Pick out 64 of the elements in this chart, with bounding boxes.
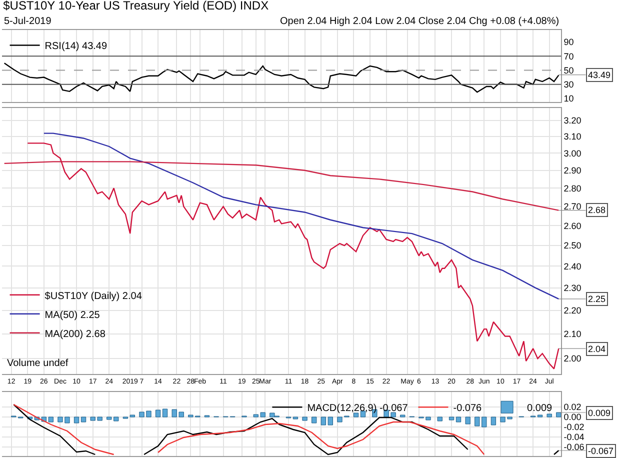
bar (320, 416, 326, 426)
bar (465, 416, 470, 424)
bar (546, 414, 552, 418)
bar (328, 416, 333, 426)
text: Open 2.04 High 2.04 Low 2.04 Close 2.04 Chg +0.08 (+4.08%) (280, 16, 560, 27)
legend-label: $UST10Y (Daily) 2.04 (44, 290, 142, 302)
chart-title: $UST10Y 10-Year US Treasury Yield (EOD) INDX (3, 0, 269, 12)
y-tick-label: 2.30 (564, 282, 582, 293)
legend-label: -0.076 (453, 403, 482, 414)
bar (400, 414, 406, 418)
y-tick-label: 0.02 (564, 402, 582, 412)
bar (155, 410, 161, 418)
y-tick-label: 3.20 (564, 116, 582, 126)
bar (74, 416, 80, 424)
legend-label: MA(200) 2.68 (44, 328, 106, 340)
legend-label: RSI(14) 43.49 (44, 41, 108, 52)
y-tick-label: 2.20 (564, 305, 582, 316)
y-tick-label: 70 (564, 51, 574, 62)
bar (537, 414, 543, 418)
y-tick-label: -0.06 (564, 442, 584, 452)
line-series (43, 132, 560, 300)
y-tick-label: 30 (564, 80, 574, 90)
bar (48, 416, 54, 422)
legend-label: 0.009 (527, 403, 552, 414)
bar (556, 412, 561, 418)
bar (292, 416, 298, 420)
y-tick-label: 0.00 (564, 412, 582, 422)
legend-label: MACD(12,26,9) -0.067 (307, 403, 408, 414)
y-tick-label: 2.80 (564, 183, 582, 194)
line-series (4, 62, 560, 93)
y-tick-label: 2.50 (564, 240, 582, 251)
y-tick-label: 2.60 (564, 220, 582, 231)
bar (130, 414, 136, 418)
bar (490, 416, 496, 426)
y-tick-label: 10 (564, 94, 574, 104)
line-series (4, 161, 560, 211)
y-tick-label: 50 (564, 65, 574, 76)
legend-label: MA(50) 2.25 (44, 310, 100, 321)
bar (456, 416, 462, 422)
y-tick-label: 2.90 (564, 166, 582, 176)
y-tick-label: 2.00 (564, 354, 582, 364)
bar (437, 416, 442, 422)
chart-subtitle: 5-Jul-2019 (4, 16, 52, 27)
y-tick-label: 2.10 (564, 329, 582, 340)
y-tick-label: -0.02 (564, 422, 584, 432)
bar (80, 416, 86, 422)
y-tick-label: 2.40 (564, 261, 582, 272)
y-tick-label: 2.70 (564, 202, 582, 212)
annotation: 0.009 (588, 408, 611, 418)
bar (353, 412, 359, 418)
annotation: 2.68 (588, 205, 606, 215)
annotation: 2.25 (588, 294, 606, 304)
bar (302, 416, 308, 421)
annotation: -0.067 (588, 446, 614, 456)
annotation: 43.49 (588, 70, 611, 80)
annotation: Volume undef (7, 358, 68, 369)
y-tick-label: 3.00 (564, 148, 582, 158)
bar (162, 408, 168, 418)
bar (448, 416, 454, 420)
annotation: 2.04 (588, 344, 606, 354)
y-tick-label: 3.10 (564, 132, 582, 142)
y-tick-label: -0.04 (564, 432, 584, 442)
y-tick-label: 90 (564, 37, 574, 48)
bar (312, 416, 317, 424)
